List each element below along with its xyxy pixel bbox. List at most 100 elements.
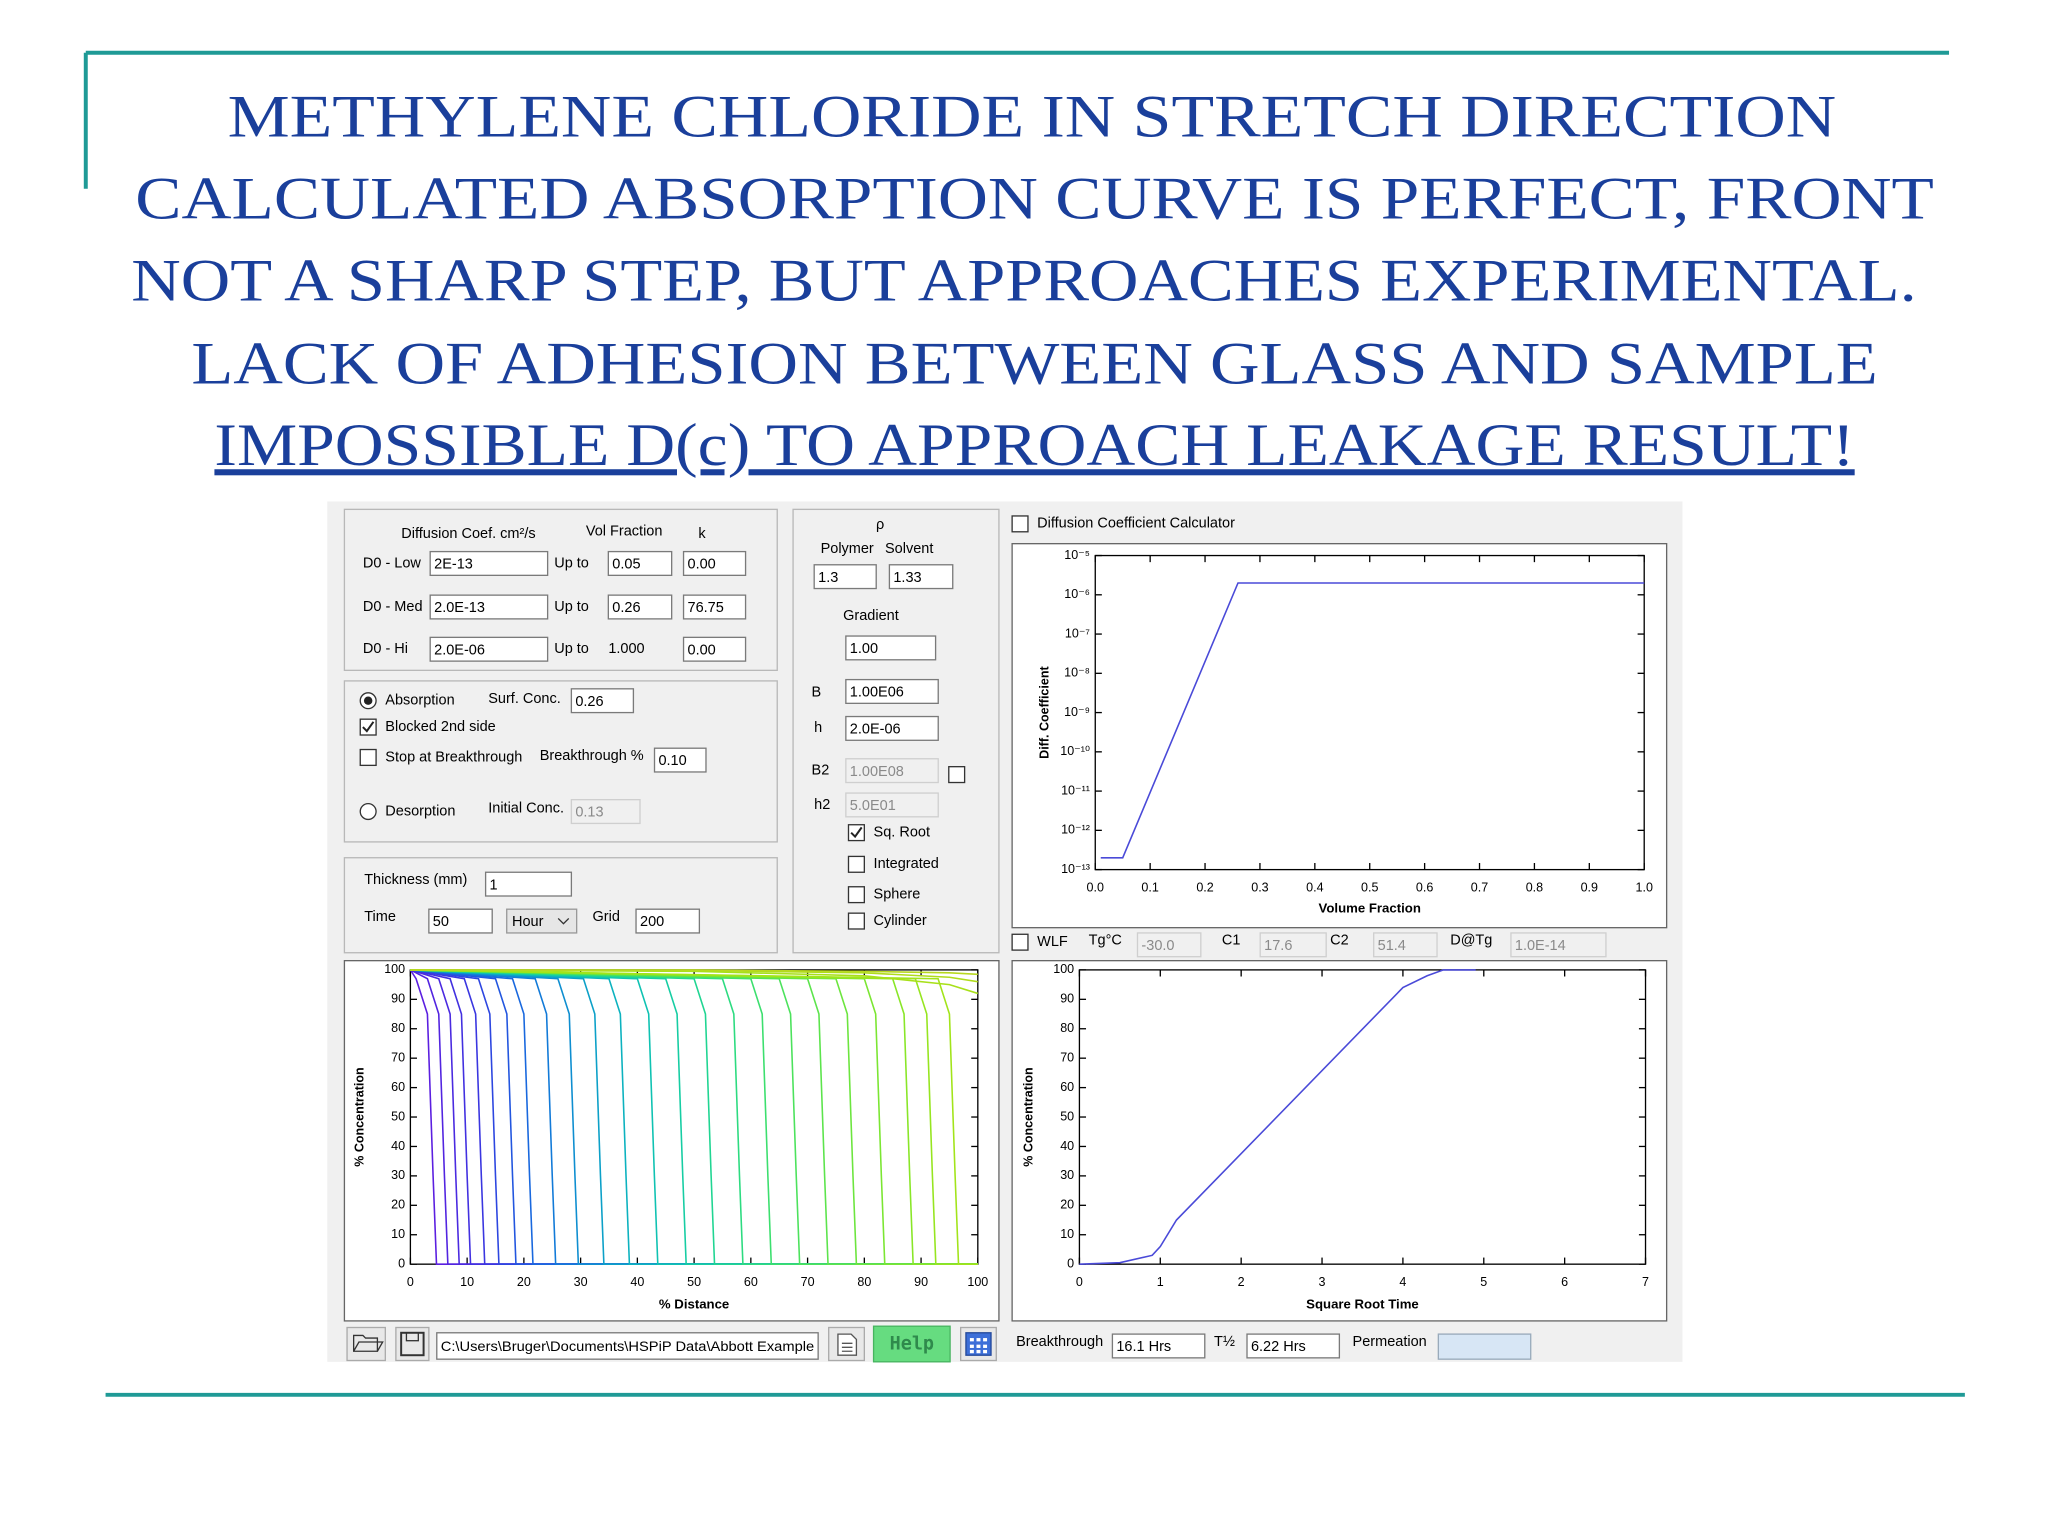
- y-tick-label: 100: [384, 962, 405, 976]
- checkmark: [362, 721, 375, 733]
- input-value[interactable]: 2.0E-06: [850, 722, 901, 738]
- input-box[interactable]: [682, 594, 747, 620]
- x-tick-label: 0.7: [1471, 880, 1488, 894]
- x-tick-label: 50: [687, 1275, 701, 1289]
- checkbox[interactable]: [847, 824, 865, 842]
- input-box[interactable]: [428, 908, 493, 934]
- y-tick-label: 10⁻⁶: [1064, 587, 1090, 601]
- input-value[interactable]: 2.0E-13: [434, 600, 485, 616]
- calculator-key: [983, 1344, 988, 1348]
- input-box[interactable]: [888, 564, 954, 590]
- slide-title-line: NOT A SHARP STEP, BUT APPROACHES EXPERIM…: [131, 247, 1916, 314]
- input-box[interactable]: [570, 688, 635, 714]
- input-box: [570, 799, 641, 825]
- permeation-box: [1437, 1333, 1532, 1360]
- input-box[interactable]: [682, 550, 747, 576]
- checkbox[interactable]: [847, 855, 865, 873]
- label: Absorption: [385, 693, 454, 709]
- input-box[interactable]: [845, 715, 939, 741]
- checkbox[interactable]: [359, 748, 377, 767]
- checkbox[interactable]: [1011, 515, 1029, 533]
- label: h: [814, 720, 822, 736]
- radio-button[interactable]: [359, 802, 377, 821]
- open-button[interactable]: [346, 1326, 386, 1362]
- x-tick-label: 0.4: [1306, 880, 1323, 894]
- checkbox[interactable]: [1011, 933, 1029, 951]
- input-box[interactable]: [845, 635, 937, 661]
- label: Up to: [554, 641, 589, 657]
- label: C2: [1330, 933, 1349, 949]
- dropdown[interactable]: [506, 908, 578, 934]
- calculator-key: [976, 1349, 981, 1354]
- x-tick-label: 60: [744, 1275, 758, 1289]
- input-value[interactable]: 0.10: [658, 753, 686, 769]
- input-value[interactable]: 16.1 Hrs: [1116, 1339, 1171, 1355]
- input-box[interactable]: [653, 747, 707, 773]
- label: T½: [1214, 1334, 1235, 1350]
- input-value[interactable]: 1.33: [893, 570, 921, 586]
- input-value[interactable]: 6.22 Hrs: [1251, 1339, 1306, 1355]
- input-box[interactable]: [484, 871, 573, 897]
- label: Sq. Root: [874, 824, 930, 840]
- help-button[interactable]: [872, 1325, 951, 1363]
- input-value[interactable]: 0.05: [612, 557, 640, 573]
- input-value[interactable]: 50: [433, 914, 449, 930]
- input-box[interactable]: [813, 564, 877, 590]
- input-box[interactable]: [429, 594, 549, 620]
- input-box[interactable]: [1111, 1333, 1206, 1359]
- label: D0 - Low: [363, 555, 422, 571]
- y-tick-label: 10⁻¹¹: [1061, 783, 1090, 797]
- y-tick-label: 0: [1067, 1256, 1074, 1270]
- input-value: 0.13: [575, 805, 603, 821]
- input-box: [1136, 932, 1202, 958]
- input-box[interactable]: [429, 550, 549, 576]
- x-tick-label: 4: [1399, 1275, 1406, 1289]
- input-value: 5.0E01: [850, 798, 896, 814]
- input-box[interactable]: [607, 594, 673, 620]
- input-box[interactable]: [682, 636, 747, 662]
- input-box[interactable]: [845, 678, 939, 704]
- y-tick-label: 60: [391, 1080, 405, 1094]
- input-value[interactable]: 1.00: [850, 641, 878, 657]
- calculator-key: [983, 1349, 988, 1354]
- y-tick-label: 50: [391, 1109, 405, 1123]
- input-box[interactable]: [1246, 1333, 1341, 1359]
- label: Up to: [554, 555, 589, 571]
- input-value[interactable]: 0.26: [575, 694, 603, 710]
- input-value[interactable]: 0.26: [612, 600, 640, 616]
- input-value[interactable]: 2E-13: [434, 557, 473, 573]
- input-value[interactable]: 1.00E06: [850, 685, 904, 701]
- x-tick-label: 3: [1319, 1275, 1326, 1289]
- input-value[interactable]: 1: [490, 877, 498, 893]
- dropdown-arrow: [557, 917, 570, 925]
- group-box: [792, 508, 1000, 954]
- input-box: [845, 758, 939, 784]
- input-box[interactable]: [429, 636, 549, 662]
- x-tick-label: 0: [407, 1275, 414, 1289]
- checkbox[interactable]: [847, 886, 865, 904]
- dropdown-value[interactable]: Hour: [512, 914, 544, 930]
- checkbox[interactable]: [948, 766, 966, 784]
- label: Integrated: [874, 856, 939, 872]
- input-value: 51.4: [1378, 938, 1406, 954]
- input-value[interactable]: 76.75: [688, 600, 724, 616]
- y-tick-label: 10⁻⁹: [1064, 705, 1090, 719]
- x-tick-label: 1.0: [1636, 880, 1653, 894]
- y-tick-label: 50: [1060, 1109, 1074, 1123]
- checkbox[interactable]: [847, 912, 865, 930]
- help-label[interactable]: Help: [890, 1334, 934, 1355]
- input-value[interactable]: 200: [640, 914, 664, 930]
- input-value[interactable]: 0.00: [688, 557, 716, 573]
- plot-area: [1078, 969, 1647, 1265]
- checkbox[interactable]: [359, 718, 377, 736]
- input-box[interactable]: [635, 908, 701, 934]
- y-tick-label: 80: [1060, 1021, 1074, 1035]
- label: D@Tg: [1450, 933, 1492, 949]
- label: Surf. Conc.: [488, 691, 561, 707]
- label: Permeation: [1353, 1334, 1427, 1350]
- input-box[interactable]: [607, 550, 673, 576]
- input-value[interactable]: 2.0E-06: [434, 642, 485, 658]
- input-value[interactable]: 1.3: [818, 570, 838, 586]
- input-value[interactable]: 0.00: [688, 642, 716, 658]
